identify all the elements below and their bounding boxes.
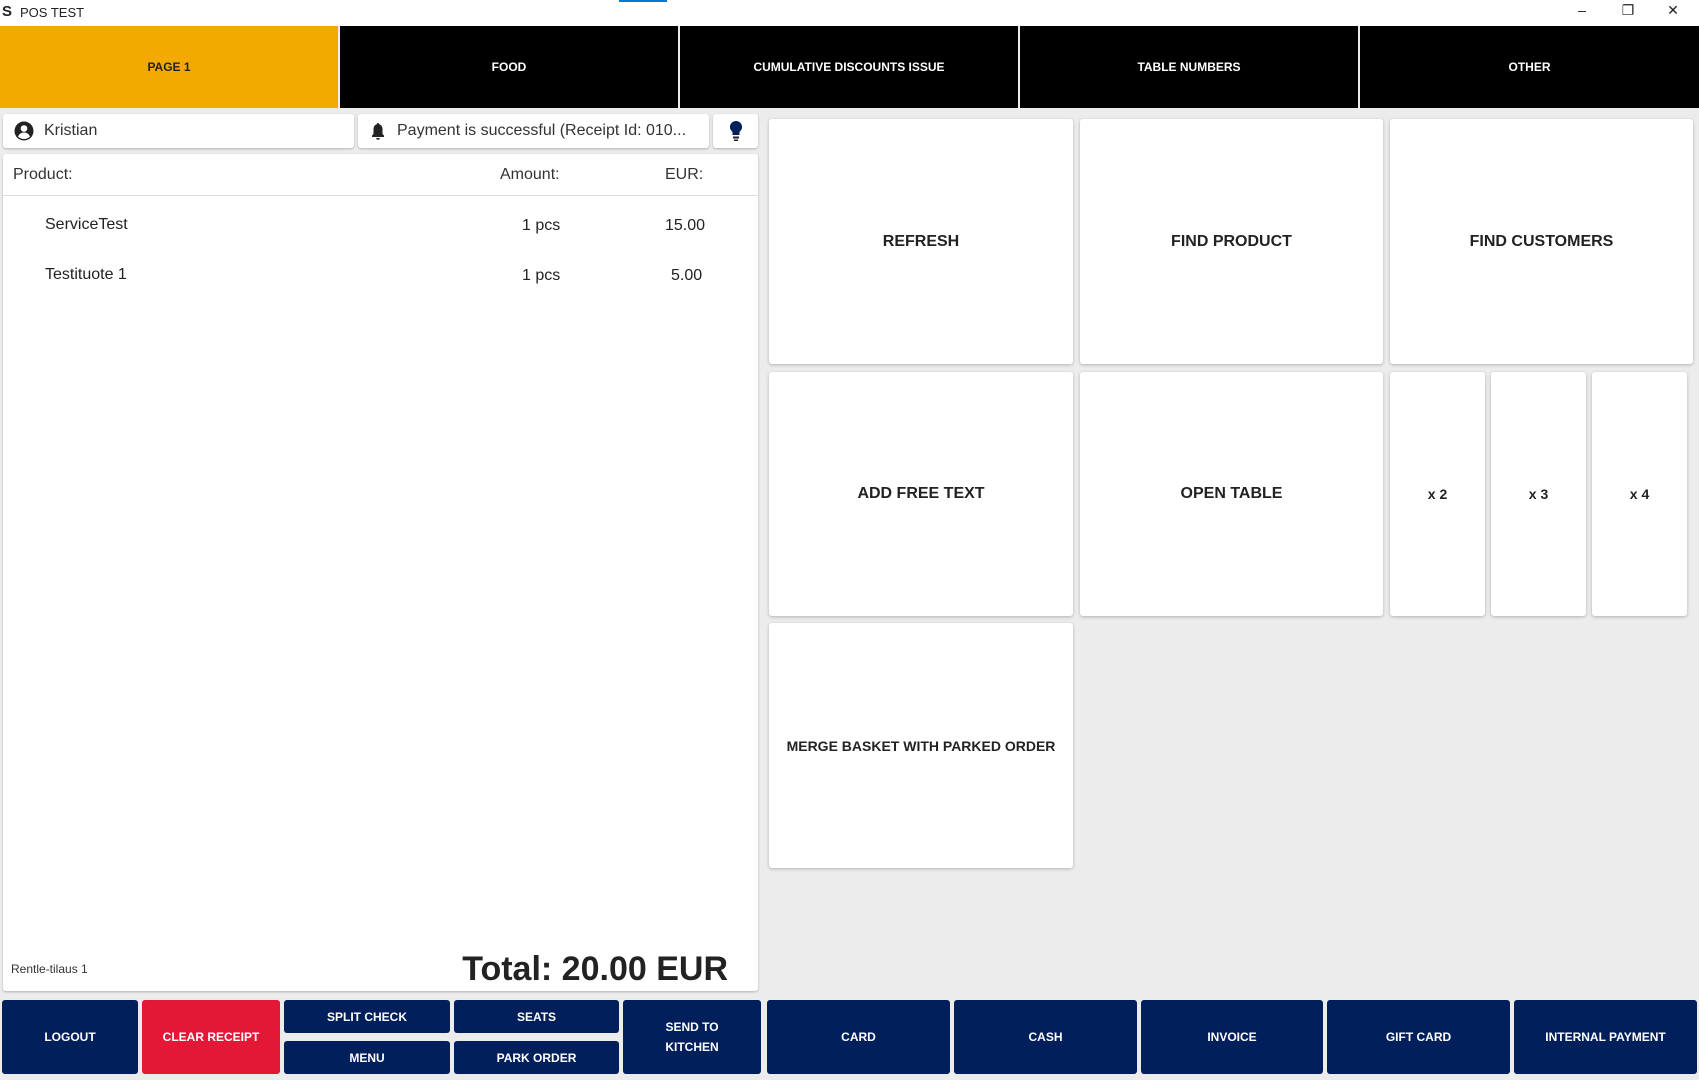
refresh-button[interactable]: REFRESH xyxy=(769,119,1073,364)
tab-cumulative-discounts-issue[interactable]: CUMULATIVE DISCOUNTS ISSUE xyxy=(680,26,1018,108)
tab-other[interactable]: OTHER xyxy=(1360,26,1699,108)
bell-icon xyxy=(372,123,384,140)
row-product: ServiceTest xyxy=(45,216,128,233)
cash-button[interactable]: CASH xyxy=(954,1000,1137,1074)
user-circle-icon xyxy=(14,121,34,141)
title-bar: S POS TEST – ❐ ✕ xyxy=(0,0,1699,26)
hint-button[interactable] xyxy=(713,114,758,148)
receipt-total: Total: 20.00 EUR xyxy=(462,950,728,988)
header-product: Product: xyxy=(13,166,73,183)
send-to-kitchen-button[interactable]: SEND TO KITCHEN xyxy=(623,1000,761,1074)
row-price: 15.00 xyxy=(665,217,706,234)
header-divider xyxy=(3,195,758,196)
minimize-button[interactable]: – xyxy=(1578,2,1586,18)
row-amount: 1 pcs xyxy=(522,217,561,234)
notification-box[interactable]: Payment is successful (Receipt Id: 010..… xyxy=(358,114,709,148)
logout-button[interactable]: LOGOUT xyxy=(2,1000,138,1074)
multiply-3-button[interactable]: x 3 xyxy=(1491,372,1586,616)
restore-button[interactable]: ❐ xyxy=(1621,2,1635,18)
invoice-button[interactable]: INVOICE xyxy=(1141,1000,1323,1074)
tab-page-1[interactable]: PAGE 1 xyxy=(0,26,338,108)
gift-card-button[interactable]: GIFT CARD xyxy=(1327,1000,1510,1074)
receipt-row[interactable]: Testituote 1 1 pcs 5.00 xyxy=(3,256,758,302)
receipt-panel: Product: Amount: EUR: ServiceTest 1 pcs … xyxy=(3,154,758,991)
tab-table-numbers[interactable]: TABLE NUMBERS xyxy=(1020,26,1358,108)
close-button[interactable]: ✕ xyxy=(1667,2,1679,18)
find-customers-button[interactable]: FIND CUSTOMERS xyxy=(1390,119,1693,364)
multiply-2-button[interactable]: x 2 xyxy=(1390,372,1485,616)
user-name: Kristian xyxy=(44,122,98,139)
receipt-row[interactable]: ServiceTest 1 pcs 15.00 xyxy=(3,206,758,252)
send-label-line1: SEND TO xyxy=(665,1020,719,1034)
tab-food[interactable]: FOOD xyxy=(340,26,678,108)
title-indicator xyxy=(619,0,667,2)
add-free-text-button[interactable]: ADD FREE TEXT xyxy=(769,372,1073,616)
internal-payment-button[interactable]: INTERNAL PAYMENT xyxy=(1514,1000,1697,1074)
header-currency: EUR: xyxy=(665,166,704,183)
merge-basket-button[interactable]: MERGE BASKET WITH PARKED ORDER xyxy=(769,623,1073,868)
card-button[interactable]: CARD xyxy=(767,1000,950,1074)
row-price: 5.00 xyxy=(671,267,703,284)
multiply-4-button[interactable]: x 4 xyxy=(1592,372,1687,616)
send-label-line2: KITCHEN xyxy=(665,1040,719,1054)
notification-text: Payment is successful (Receipt Id: 010..… xyxy=(397,122,687,139)
open-table-button[interactable]: OPEN TABLE xyxy=(1080,372,1383,616)
menu-button[interactable]: MENU xyxy=(284,1041,450,1074)
header-amount: Amount: xyxy=(500,166,560,183)
seats-button[interactable]: SEATS xyxy=(454,1000,619,1033)
clear-receipt-button[interactable]: CLEAR RECEIPT xyxy=(142,1000,280,1074)
find-product-button[interactable]: FIND PRODUCT xyxy=(1080,119,1383,364)
user-box[interactable]: Kristian xyxy=(3,114,354,148)
lightbulb-icon xyxy=(729,120,742,141)
order-name: Rentle-tilaus 1 xyxy=(11,962,88,976)
park-order-button[interactable]: PARK ORDER xyxy=(454,1041,619,1074)
split-check-button[interactable]: SPLIT CHECK xyxy=(284,1000,450,1033)
row-amount: 1 pcs xyxy=(522,267,561,284)
window-title: POS TEST xyxy=(20,5,85,20)
row-product: Testituote 1 xyxy=(45,266,127,283)
app-logo: S xyxy=(2,3,13,20)
